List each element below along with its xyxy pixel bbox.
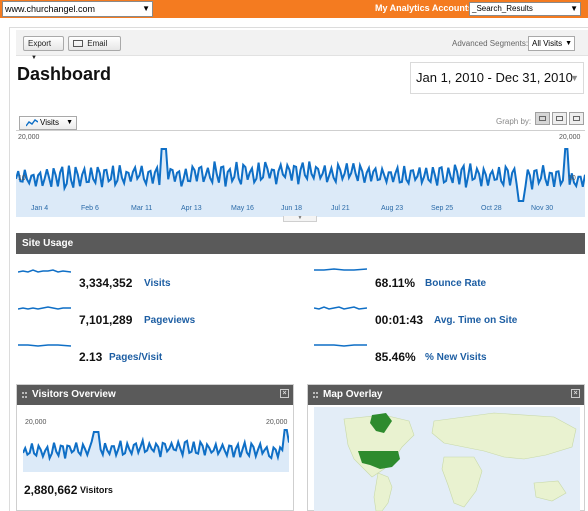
visitors-overview-header[interactable]: Visitors Overview ×	[17, 385, 293, 405]
visitors-graph	[23, 429, 289, 472]
visitors-total-label[interactable]: Visitors	[80, 485, 113, 495]
metric-value: 7,101,289	[79, 313, 133, 327]
x-axis-label: Jul 21	[331, 205, 350, 212]
graph-by-label: Graph by:	[496, 117, 532, 126]
export-button[interactable]: Export ▼	[23, 36, 64, 61]
metric-link[interactable]: % New Visits	[425, 352, 487, 363]
sparkline	[18, 306, 71, 310]
graph-y-mid-left: 10	[18, 175, 26, 182]
metric-link[interactable]: Visits	[144, 278, 171, 289]
x-axis-label: Aug 23	[381, 205, 404, 212]
graph-resize-handle[interactable]: ▼	[283, 216, 317, 222]
graph-line	[23, 429, 289, 462]
account-selector-value: _Search_Results	[472, 4, 533, 13]
sparkline	[314, 268, 367, 271]
metric-bounce-rate: 68.11% Bounce Rate	[314, 266, 584, 290]
envelope-icon	[73, 40, 83, 47]
segments-label: Advanced Segments:	[452, 39, 529, 48]
chevron-down-icon: ▼	[570, 73, 579, 83]
map-overlay-header[interactable]: Map Overlay ×	[308, 385, 584, 405]
page-title: Dashboard	[17, 64, 112, 84]
metric-value: 85.46%	[375, 350, 416, 364]
metric-pageviews: 7,101,289 Pageviews	[18, 303, 288, 327]
metric-link[interactable]: Pageviews	[144, 315, 196, 326]
chevron-down-icon: ▼	[66, 119, 73, 126]
chevron-down-icon: ▼	[31, 55, 37, 61]
trend-line-icon	[26, 119, 38, 127]
graph-y-max-right: 20,000	[559, 134, 581, 141]
metric-new-visits: 85.46% % New Visits	[314, 340, 584, 364]
account-selector[interactable]: _Search_Results ▼	[469, 2, 581, 16]
metric-value: 2.13	[79, 350, 103, 364]
metric-selector-label: Visits	[40, 118, 59, 127]
week-view-button[interactable]	[552, 112, 567, 125]
month-view-icon	[573, 116, 580, 121]
visitors-overview-title: Visitors Overview	[32, 389, 116, 400]
grip-icon[interactable]	[22, 392, 27, 398]
close-icon[interactable]: ×	[571, 389, 580, 398]
metric-visits: 3,334,352 Visits	[18, 266, 288, 290]
toolbar: Export ▼ Email Advanced Segments: All Vi…	[16, 30, 588, 61]
graph-line	[16, 148, 585, 202]
close-icon[interactable]: ×	[280, 389, 289, 398]
top-bar: www.churchangel.com ▼ My Analytics Accou…	[0, 0, 588, 18]
metric-pages-per-visit: 2.13 Pages/Visit	[18, 340, 288, 364]
visits-graph	[16, 130, 585, 217]
metric-avg-time: 00:01:43 Avg. Time on Site	[314, 303, 584, 327]
graph-y-mid-right: 10	[568, 175, 576, 182]
accounts-label: My Analytics Accounts:	[375, 3, 476, 13]
x-axis-label: Apr 13	[181, 205, 202, 212]
visitors-y-max-right: 20,000	[266, 419, 288, 426]
x-axis-label: Nov 30	[531, 205, 554, 212]
site-usage-header: Site Usage	[16, 233, 585, 254]
week-view-icon	[556, 116, 563, 121]
graph-y-max-left: 20,000	[18, 134, 40, 141]
map-overlay-widget: Map Overlay ×	[307, 384, 585, 511]
visitors-total: 2,880,662	[24, 483, 78, 497]
site-selector[interactable]: www.churchangel.com ▼	[2, 1, 153, 17]
graph-area	[16, 149, 585, 217]
day-view-icon	[539, 116, 546, 121]
metric-link[interactable]: Pages/Visit	[109, 352, 163, 363]
sparkline	[314, 306, 367, 310]
segments-selector[interactable]: All Visits ▼	[528, 36, 575, 51]
x-axis-label: Mar 11	[131, 205, 153, 212]
grip-icon[interactable]	[313, 392, 318, 398]
month-view-button[interactable]	[569, 112, 584, 125]
metric-value: 68.11%	[375, 276, 416, 290]
x-axis-label: May 16	[231, 205, 254, 212]
graph-area	[23, 430, 289, 472]
metric-link[interactable]: Avg. Time on Site	[434, 315, 518, 326]
date-range-picker[interactable]: Jan 1, 2010 - Dec 31, 2010 ▼	[410, 62, 584, 94]
metric-link[interactable]: Bounce Rate	[425, 278, 487, 289]
metric-selector[interactable]: Visits ▼	[19, 116, 77, 130]
export-label: Export	[28, 39, 52, 48]
x-axis-label: Oct 28	[481, 205, 502, 212]
x-axis-label: Sep 25	[431, 205, 454, 212]
site-selector-value: www.churchangel.com	[5, 4, 96, 14]
map-overlay-title: Map Overlay	[323, 389, 383, 400]
date-range-value: Jan 1, 2010 - Dec 31, 2010	[416, 70, 573, 85]
sparkline	[18, 269, 71, 273]
visits-graph-plot	[16, 148, 585, 217]
email-label: Email	[87, 39, 108, 48]
sparkline	[314, 344, 367, 347]
x-axis-label: Jan 4	[31, 205, 49, 212]
visitors-overview-widget: Visitors Overview × 20,000 20,000 2,880,…	[16, 384, 294, 511]
x-axis-label: Feb 6	[81, 205, 99, 212]
sparkline	[18, 344, 71, 347]
chevron-down-icon: ▼	[142, 4, 150, 13]
day-view-button[interactable]	[535, 112, 550, 125]
segments-value: All Visits	[532, 39, 563, 48]
metric-value: 00:01:43	[375, 313, 424, 327]
world-map-image	[343, 412, 577, 511]
world-map[interactable]	[314, 407, 580, 511]
chevron-down-icon: ▼	[565, 40, 572, 47]
x-axis-label: Jun 18	[281, 205, 303, 212]
metric-value: 3,334,352	[79, 276, 133, 290]
chevron-down-icon: ▼	[570, 4, 578, 13]
visitors-y-max-left: 20,000	[25, 419, 47, 426]
email-button[interactable]: Email	[68, 36, 121, 51]
